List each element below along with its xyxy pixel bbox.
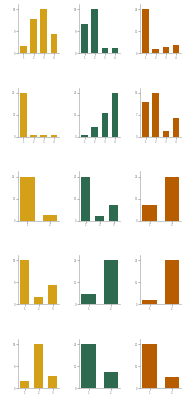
Bar: [163, 131, 169, 137]
Bar: [20, 177, 35, 221]
Bar: [165, 177, 179, 221]
Bar: [48, 285, 57, 304]
Bar: [173, 118, 179, 137]
Bar: [40, 135, 47, 137]
Bar: [142, 9, 149, 53]
Bar: [112, 93, 118, 137]
Bar: [104, 372, 118, 388]
Bar: [51, 135, 57, 137]
Bar: [142, 344, 157, 388]
Bar: [43, 215, 57, 221]
Bar: [142, 300, 157, 304]
Bar: [165, 260, 179, 304]
Bar: [91, 9, 98, 53]
Bar: [81, 294, 96, 304]
Bar: [30, 135, 37, 137]
Bar: [173, 45, 179, 53]
Bar: [165, 377, 179, 388]
Bar: [48, 376, 57, 388]
Bar: [51, 34, 57, 53]
Bar: [104, 260, 118, 304]
Bar: [34, 297, 43, 304]
Bar: [142, 102, 149, 137]
Bar: [20, 381, 29, 388]
Bar: [30, 19, 37, 53]
Bar: [152, 49, 159, 53]
Bar: [152, 93, 159, 137]
Bar: [102, 48, 108, 53]
Bar: [81, 135, 88, 137]
Bar: [81, 177, 90, 221]
Bar: [142, 205, 157, 221]
Bar: [20, 93, 27, 137]
Bar: [102, 113, 108, 137]
Bar: [40, 9, 47, 53]
Bar: [81, 24, 88, 53]
Bar: [95, 216, 104, 221]
Bar: [20, 46, 27, 53]
Bar: [91, 127, 98, 137]
Bar: [112, 48, 118, 53]
Bar: [34, 344, 43, 388]
Bar: [81, 344, 96, 388]
Bar: [20, 260, 29, 304]
Bar: [109, 205, 118, 221]
Bar: [163, 47, 169, 53]
